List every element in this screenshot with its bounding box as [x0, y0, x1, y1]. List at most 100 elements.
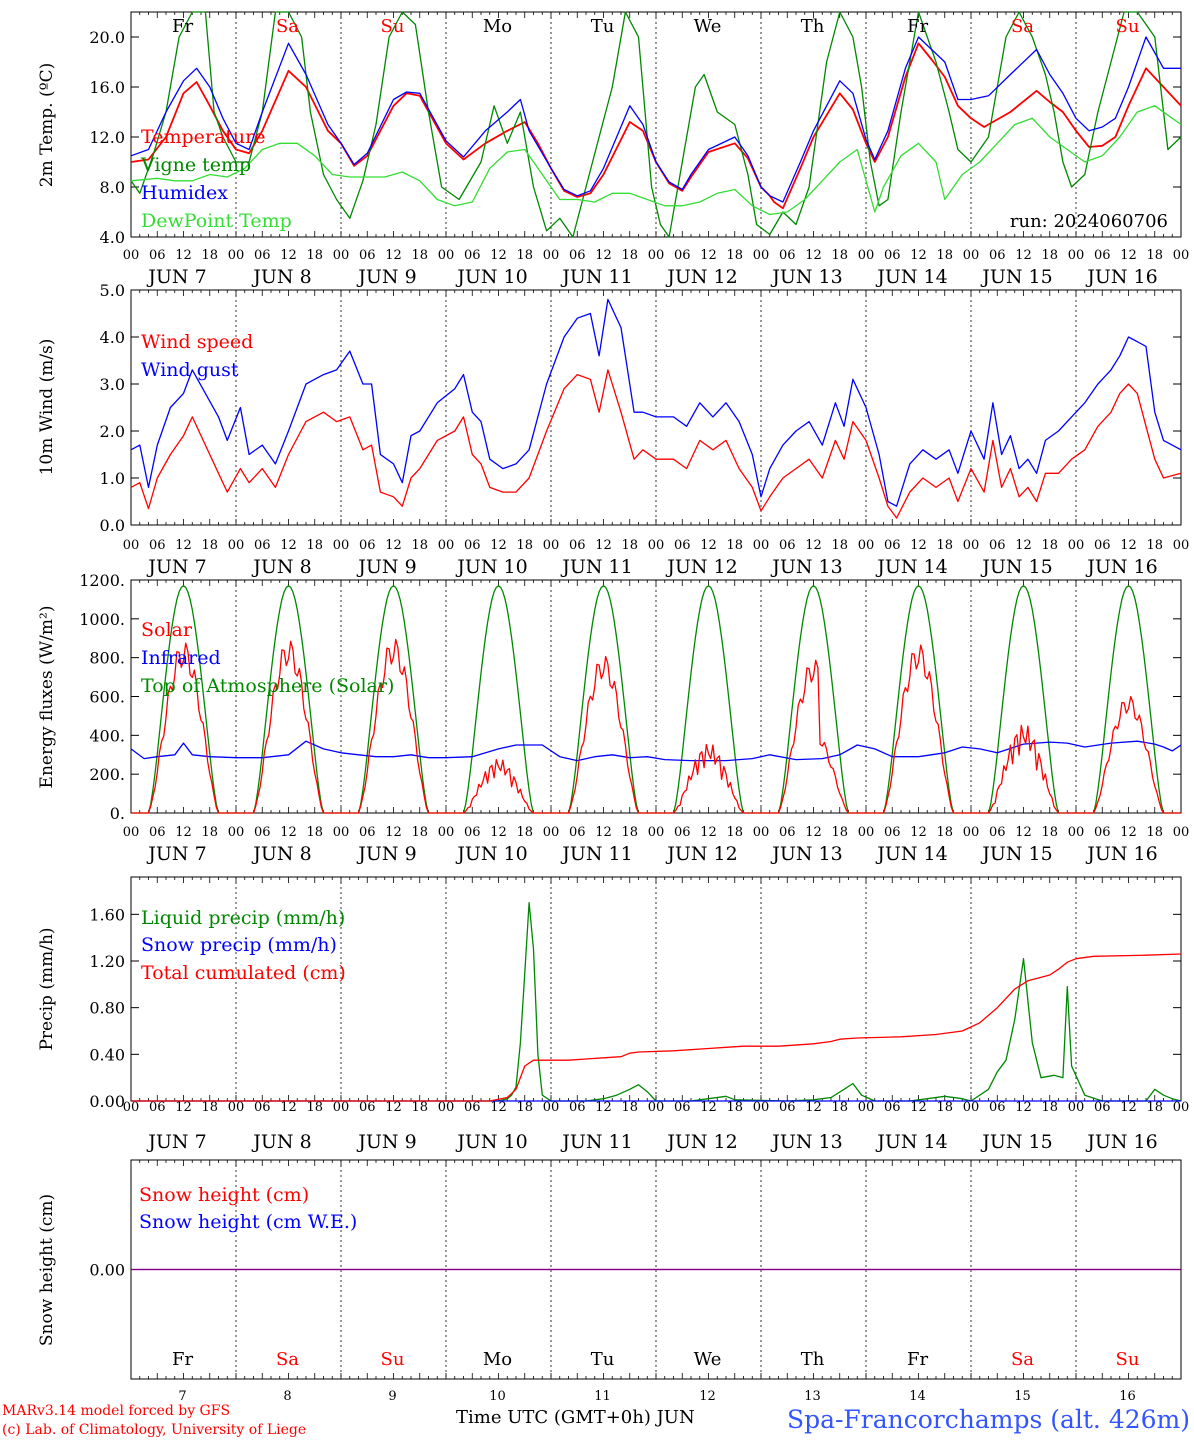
hour-label: 12	[910, 1100, 927, 1115]
hour-label: 18	[1146, 1100, 1163, 1115]
date-label: JUN 9	[356, 266, 416, 288]
hour-label: 12	[700, 248, 717, 263]
date-label: JUN 12	[665, 266, 737, 288]
series-line-vigne-temp	[130, 11, 1182, 238]
hour-label: 12	[700, 538, 717, 553]
x-axis-title: Time UTC (GMT+0h) JUN	[456, 1407, 695, 1428]
date-label: JUN 7	[146, 1131, 206, 1153]
hour-label: 12	[700, 825, 717, 840]
weekday-label-bottom: Th	[801, 1349, 825, 1370]
legend-entry: Snow height (cm)	[139, 1184, 309, 1206]
hour-label: 18	[516, 248, 533, 263]
hour-label: 06	[989, 825, 1006, 840]
legend-entry: Infrared	[141, 647, 221, 669]
hour-label: 12	[175, 248, 192, 263]
day-number-label: 9	[388, 1389, 396, 1404]
hour-label: 18	[936, 538, 953, 553]
hour-label: 06	[1094, 538, 1111, 553]
hour-label: 06	[464, 538, 481, 553]
weekday-label-bottom: Fr	[907, 1349, 928, 1370]
hour-label: 18	[1146, 248, 1163, 263]
hour-label: 06	[254, 1100, 271, 1115]
hour-label: 18	[1041, 1100, 1058, 1115]
hour-label: 00	[228, 248, 245, 263]
date-label: JUN 9	[356, 556, 416, 578]
weekday-label-top: Su	[381, 16, 405, 37]
date-label: JUN 15	[980, 843, 1052, 865]
hour-label: 18	[621, 1100, 638, 1115]
legend-entry: Snow height (cm W.E.)	[139, 1211, 357, 1233]
hour-label: 00	[753, 248, 770, 263]
legend-entry: Top of Atmosphere (Solar)	[141, 675, 394, 697]
date-label: JUN 15	[980, 266, 1052, 288]
y-axis-label: Snow height (cm)	[37, 1194, 57, 1346]
hour-label: 00	[963, 1100, 980, 1115]
hour-label: 12	[280, 538, 297, 553]
series-line-wind-gust	[130, 298, 1182, 507]
hour-label: 06	[884, 825, 901, 840]
hour-label: 18	[516, 825, 533, 840]
hour-label: 12	[490, 538, 507, 553]
hour-label: 18	[726, 538, 743, 553]
hour-label: 12	[805, 248, 822, 263]
date-label: JUN 10	[455, 266, 527, 288]
legend-entry: Humidex	[141, 182, 228, 204]
hour-label: 06	[884, 1100, 901, 1115]
hour-label: 06	[1094, 248, 1111, 263]
date-label: JUN 13	[770, 1131, 842, 1153]
date-label: JUN 13	[770, 266, 842, 288]
y-axis-label: Energy fluxes (W/m²)	[37, 606, 57, 789]
hour-label: 12	[280, 825, 297, 840]
hour-label: 06	[779, 538, 796, 553]
hour-label: 00	[1068, 538, 1085, 553]
y-tick-label: 16.0	[89, 78, 125, 97]
hour-label: 12	[385, 825, 402, 840]
hour-label: 00	[438, 538, 455, 553]
panel-snow: 0.00 Snow height (cm) Snow height (cm) Snow…	[37, 1159, 1182, 1380]
date-label: JUN 15	[980, 1131, 1052, 1153]
y-tick-label: 3.0	[100, 375, 125, 394]
hour-label: 06	[254, 248, 271, 263]
series-line-solar	[131, 638, 1181, 814]
hour-label: 00	[1068, 825, 1085, 840]
hour-label: 06	[779, 825, 796, 840]
y-tick-label: 8.0	[100, 178, 125, 197]
hour-label: 00	[1173, 1100, 1190, 1115]
hour-label: 18	[411, 1100, 428, 1115]
hour-label: 18	[201, 1100, 218, 1115]
hour-label: 18	[1041, 248, 1058, 263]
date-label: JUN 7	[146, 843, 206, 865]
day-number-label: 10	[489, 1389, 506, 1404]
hour-label: 06	[674, 248, 691, 263]
hour-label: 18	[621, 248, 638, 263]
weekday-label-top: Fr	[172, 16, 193, 37]
hour-label: 06	[989, 538, 1006, 553]
date-label: JUN 8	[251, 556, 311, 578]
series-line-infrared	[130, 740, 1182, 762]
hour-label: 06	[149, 825, 166, 840]
hour-label: 12	[910, 248, 927, 263]
hour-label: 18	[831, 825, 848, 840]
hour-label: 00	[963, 248, 980, 263]
hour-label: 12	[385, 1100, 402, 1115]
weekday-label-bottom: We	[694, 1349, 722, 1370]
hour-label: 18	[1041, 538, 1058, 553]
hour-label: 18	[831, 248, 848, 263]
weekday-label-top: Fr	[907, 16, 928, 37]
hour-label: 18	[306, 538, 323, 553]
weekday-label-bottom: Su	[1116, 1349, 1140, 1370]
weekday-label-top: Sa	[1011, 16, 1034, 37]
date-label: JUN 9	[356, 843, 416, 865]
hour-label: 00	[543, 825, 560, 840]
hour-label: 00	[648, 538, 665, 553]
date-label: JUN 16	[1085, 556, 1157, 578]
y-axis-label: Precip (mm/h)	[37, 927, 57, 1050]
hour-label: 18	[936, 1100, 953, 1115]
hour-label: 06	[254, 538, 271, 553]
weekday-label-top: Su	[1116, 16, 1140, 37]
date-label: JUN 11	[560, 843, 632, 865]
weekday-label-top: Tu	[591, 16, 615, 37]
date-label: JUN 12	[665, 556, 737, 578]
y-tick-label: 0.40	[89, 1045, 125, 1064]
hour-label: 00	[438, 248, 455, 263]
